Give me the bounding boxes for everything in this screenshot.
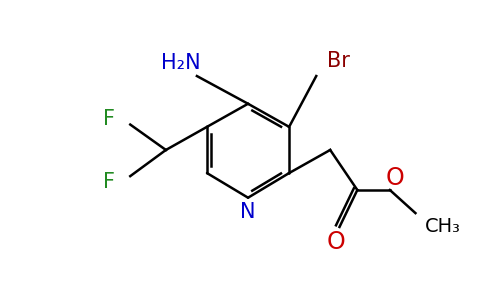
Text: O: O xyxy=(326,230,345,254)
Text: N: N xyxy=(240,202,256,222)
Text: F: F xyxy=(103,109,115,129)
Text: H₂N: H₂N xyxy=(161,53,200,73)
Text: CH₃: CH₃ xyxy=(425,218,461,236)
Text: O: O xyxy=(386,167,405,191)
Text: Br: Br xyxy=(327,51,349,70)
Text: F: F xyxy=(103,172,115,192)
